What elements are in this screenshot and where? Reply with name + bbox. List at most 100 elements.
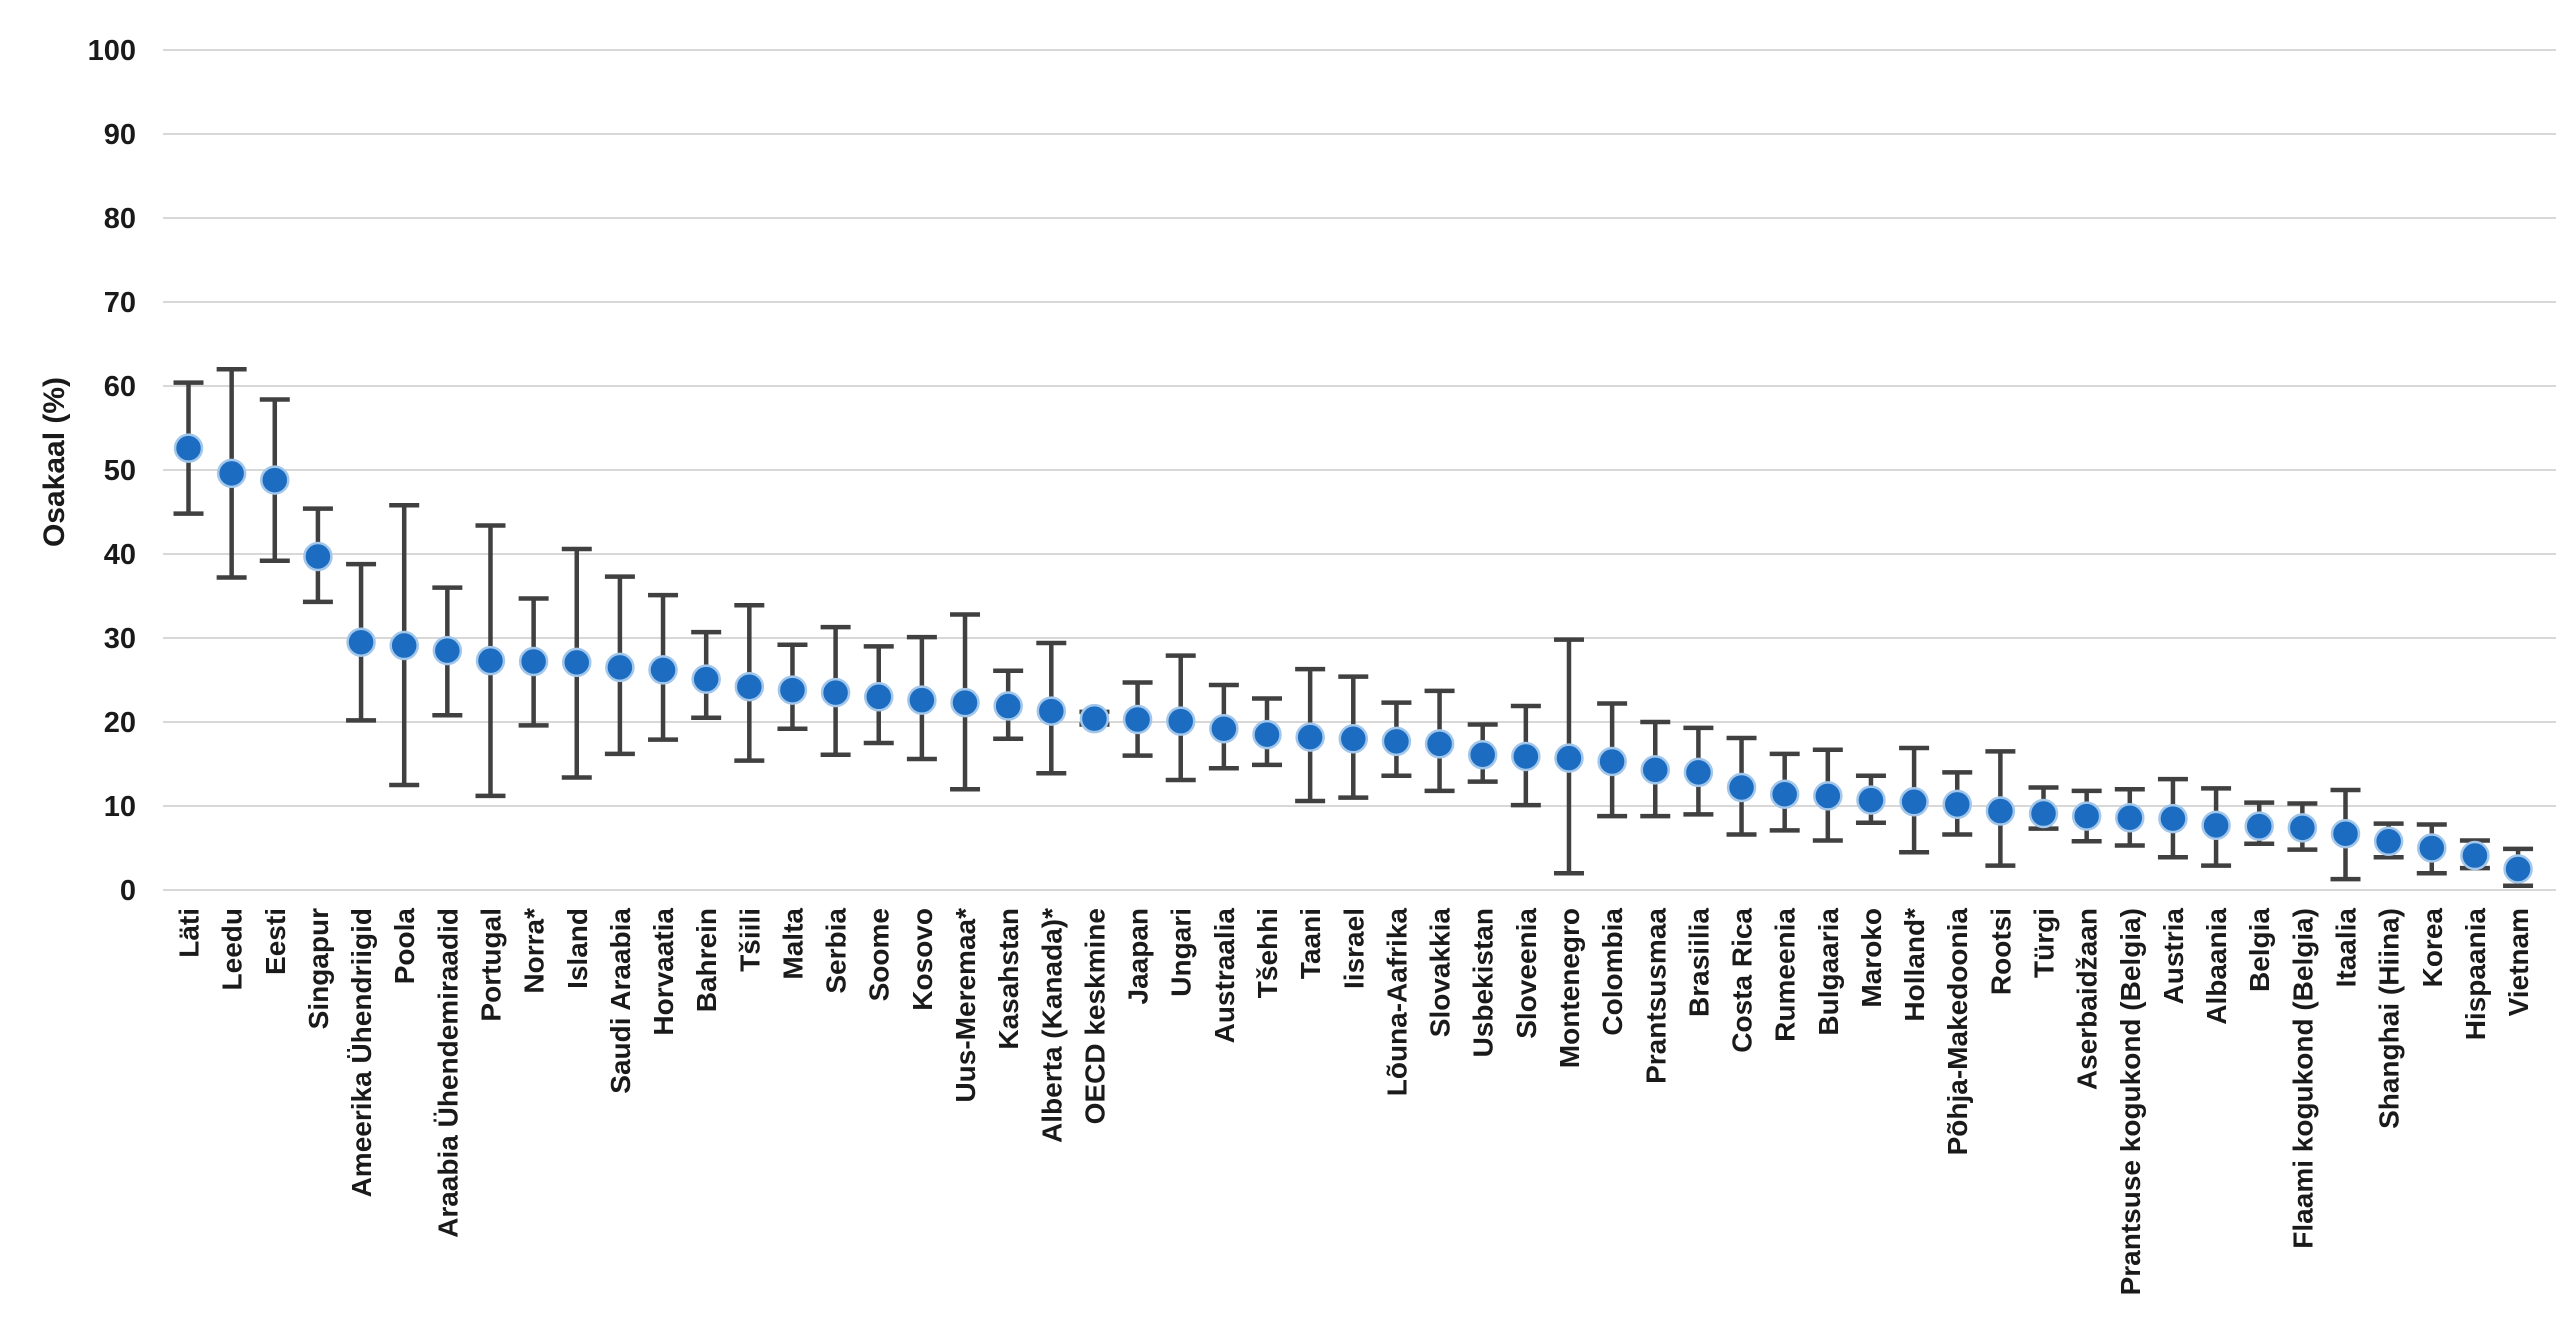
x-tick-label: Shanghai (Hiina) (2374, 908, 2405, 1129)
data-point (2460, 840, 2490, 871)
x-tick-label: Austria (2158, 908, 2189, 1005)
y-tick-label: 20 (104, 707, 136, 739)
data-point (1640, 755, 1671, 785)
data-point (777, 675, 808, 705)
x-tick-label: Slovakkia (1425, 908, 1456, 1038)
data-point (1683, 757, 1714, 788)
x-tick-label: Norra* (519, 908, 550, 994)
data-point (691, 664, 721, 694)
data-point (2028, 798, 2059, 829)
data-point (518, 646, 549, 677)
data-point (907, 685, 937, 715)
y-tick-label: 90 (104, 119, 136, 151)
x-tick-label: Araabia Ühendemiraadid (432, 908, 463, 1238)
x-tick-label: Portugal (475, 908, 506, 1022)
x-tick-label: Ungari (1166, 908, 1197, 997)
x-tick-label: Jaapan (1123, 908, 1154, 1005)
data-point (1511, 741, 1541, 772)
data-point (2158, 803, 2188, 834)
x-tick-label: Leedu (217, 908, 248, 990)
x-tick-label: Aserbaidžaan (2072, 908, 2103, 1090)
data-point (1597, 746, 1627, 777)
x-tick-label: Hispaania (2460, 908, 2491, 1041)
x-tick-label: Lõuna-Aafrika (1381, 908, 1412, 1097)
data-point (1726, 772, 1757, 803)
x-tick-label: Costa Rica (1727, 908, 1758, 1053)
y-tick-label: 0 (120, 875, 136, 907)
data-point (950, 687, 980, 718)
data-point (1424, 729, 1455, 759)
x-tick-label: OECD keskmine (1079, 908, 1110, 1124)
x-tick-label: Brasiilia (1683, 908, 1714, 1017)
data-point (389, 630, 419, 661)
x-tick-label: Montenegro (1554, 908, 1585, 1068)
x-tick-label: Serbia (821, 908, 852, 994)
data-point (216, 458, 247, 489)
y-axis-title: Osakaal (%) (38, 376, 71, 548)
data-point (1252, 719, 1282, 750)
data-point (1942, 789, 1972, 820)
x-tick-label: Tšehhi (1252, 908, 1283, 998)
x-tick-label: Bahrein (691, 908, 722, 1012)
y-tick-label: 100 (88, 35, 136, 67)
data-point (1338, 724, 1369, 754)
y-tick-label: 40 (104, 539, 136, 571)
data-point (1985, 796, 2016, 826)
x-tick-label: Bulgaaria (1813, 908, 1844, 1036)
x-tick-label: Horvaatia (648, 908, 679, 1036)
x-tick-label: Iisrael (1338, 908, 1369, 989)
data-point (605, 652, 635, 683)
x-tick-label: Läti (174, 908, 205, 958)
x-tick-label: Prantsusmaa (1640, 908, 1671, 1084)
x-tick-label: Austraalia (1209, 908, 1240, 1044)
data-point (1467, 740, 1498, 770)
x-tick-label: Korea (2417, 908, 2448, 988)
x-tick-label: Usbekistan (1468, 908, 1499, 1057)
x-tick-label: Holland* (1899, 908, 1930, 1022)
x-tick-label: Saudi Araabia (605, 908, 636, 1094)
x-tick-label: Flaami kogukond (Belgia) (2287, 908, 2318, 1249)
x-tick-label: Alberta (Kanada)* (1036, 908, 1067, 1143)
x-tick-label: Türgi (2029, 908, 2060, 978)
x-tick-label: Uus-Meremaa* (950, 908, 981, 1103)
x-tick-label: Poola (389, 908, 420, 985)
y-tick-label: 10 (104, 791, 136, 823)
x-tick-label: Ameerika Ühendriigid (346, 908, 377, 1197)
x-tick-label: Kosovo (907, 908, 938, 1011)
data-point (1209, 713, 1239, 744)
data-point (432, 635, 463, 666)
y-tick-label: 70 (104, 287, 136, 319)
y-tick-label: 50 (104, 455, 136, 487)
data-point (303, 541, 333, 572)
data-point (2417, 833, 2447, 863)
x-tick-label: Vietnam (2503, 908, 2534, 1016)
data-point (1813, 781, 1843, 811)
data-point (1554, 743, 1584, 773)
x-tick-label: Colombia (1597, 908, 1628, 1036)
data-point (475, 645, 506, 676)
data-point (562, 647, 592, 678)
data-point (346, 627, 376, 657)
data-point (1036, 696, 1067, 726)
data-point (1079, 703, 1110, 734)
data-point (260, 465, 290, 495)
data-point (993, 691, 1023, 721)
data-point (648, 655, 678, 685)
x-tick-label: Kasahstan (993, 908, 1024, 1050)
data-point (734, 671, 765, 702)
x-tick-label: Island (562, 908, 593, 989)
data-point (2115, 803, 2145, 833)
data-point (820, 677, 851, 708)
data-point (1856, 785, 1886, 815)
data-point (2503, 854, 2533, 884)
data-point (2287, 813, 2318, 843)
x-tick-label: Sloveenia (1511, 908, 1542, 1039)
data-point (1899, 787, 1929, 817)
x-tick-label: Rootsi (1985, 908, 2016, 995)
x-tick-label: Soome (864, 908, 895, 1001)
data-point (1122, 704, 1153, 735)
data-point (1295, 722, 1325, 752)
data-point (173, 433, 204, 463)
x-tick-label: Eesti (260, 908, 291, 975)
